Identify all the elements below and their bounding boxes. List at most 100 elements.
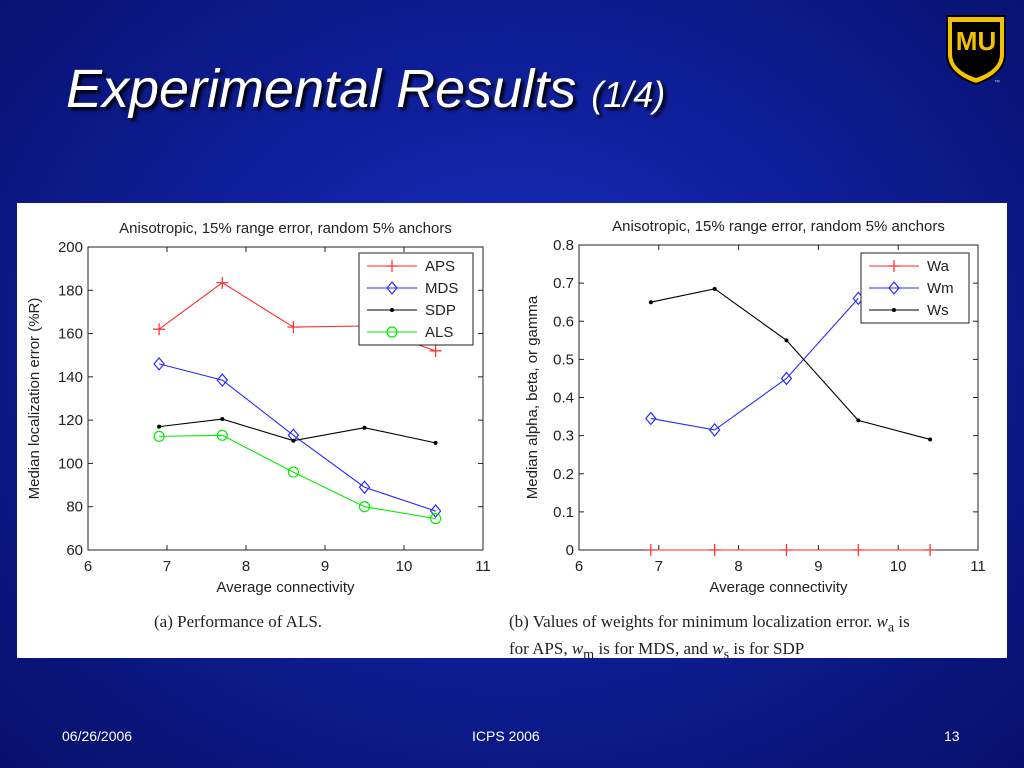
chart-a-series-sdp-line [159, 418, 436, 444]
caption-b-text: for APS, [509, 639, 572, 659]
chart-b-x-tick-label: 7 [655, 558, 663, 575]
chart-a-y-tick-label: 200 [58, 239, 83, 256]
chart-a-y-tick-label: 180 [58, 282, 83, 299]
chart-a-legend-label: SDP [425, 302, 456, 319]
chart-a-series-sdp-point [362, 425, 367, 430]
chart-a-axes-box [87, 246, 484, 551]
chart-b: Anisotropic, 15% range error, random 5% … [524, 218, 986, 596]
chart-a-series-als-point [358, 501, 371, 513]
chart-b-legend-label: Wa [927, 258, 950, 275]
caption-b-subscript: a [887, 619, 895, 636]
chart-b-series-wa-point [780, 544, 793, 556]
chart-a-legend-marker [386, 326, 398, 338]
chart-a-series-als-point [153, 430, 165, 442]
chart-b-x-tick-label: 8 [734, 558, 742, 575]
chart-b-y-tick-label: 0.3 [553, 428, 574, 445]
chart-b-x-axis-label: Average connectivity [709, 579, 848, 596]
slide-title-main: Experimental Results [66, 59, 577, 119]
chart-b-series-wa-point [852, 544, 865, 556]
chart-b-legend-label: Ws [927, 302, 949, 319]
chart-a-legend-marker [390, 308, 394, 312]
caption-a: (a) Performance of ALS. [154, 612, 323, 631]
footer-date: 06/26/2006 [62, 728, 133, 744]
chart-a-legend-label: APS [425, 258, 455, 275]
chart-b-y-tick-label: 0.6 [553, 313, 574, 330]
chart-b-series-ws-point [928, 437, 933, 442]
logo-text: MU [956, 26, 996, 56]
chart-a-series-als-point [216, 429, 228, 441]
chart-a-x-tick-label: 8 [242, 558, 250, 575]
chart-a-title: Anisotropic, 15% range error, random 5% … [119, 220, 452, 237]
chart-a-y-tick-label: 80 [66, 499, 83, 516]
chart-b-x-tick-label: 10 [890, 558, 907, 575]
chart-b-legend-label: Wm [927, 280, 954, 297]
chart-a-series-mds-line [158, 363, 436, 512]
footer-page-number: 13 [944, 728, 960, 744]
chart-a-x-axis-label: Average connectivity [216, 579, 355, 596]
chart-b-y-tick-label: 0.7 [553, 275, 574, 292]
chart-b-y-axis-label: Median alpha, beta, or gamma [524, 295, 541, 499]
caption-b-subscript: m [583, 646, 595, 663]
logo-trademark: ™ [994, 80, 1000, 86]
chart-b-legend-marker [892, 308, 896, 312]
chart-a-series-aps-point [216, 276, 229, 289]
chart-b-y-tick-label: 0.8 [553, 237, 574, 254]
caption-b: (b) Values of weights for minimum locali… [509, 611, 910, 666]
footer-center: ICPS 2006 [472, 728, 540, 744]
caption-b-text: is for MDS, and [594, 639, 713, 659]
chart-b-y-tick-label: 0.2 [553, 466, 574, 483]
chart-a-series-aps-point [287, 321, 300, 334]
chart-a: Anisotropic, 15% range error, random 5% … [26, 220, 491, 596]
chart-a-y-tick-label: 60 [66, 542, 83, 559]
chart-b-title: Anisotropic, 15% range error, random 5% … [612, 218, 945, 235]
chart-a-x-tick-label: 7 [163, 558, 171, 575]
chart-b-x-tick-label: 6 [575, 558, 583, 575]
chart-a-legend-marker [386, 281, 398, 295]
slide-title-sub: (1/4) [591, 74, 666, 115]
chart-a-legend [358, 252, 474, 346]
caption-b-line-1: (b) Values of weights for minimum locali… [509, 611, 910, 638]
chart-a-legend-marker [386, 260, 398, 272]
chart-a-series-als-line [159, 434, 436, 520]
chart-a-series-aps-point [153, 323, 166, 336]
chart-a-series-aps-point [429, 344, 442, 357]
chart-a-x-tick-label: 11 [475, 558, 491, 575]
chart-b-legend-marker [888, 260, 900, 272]
chart-a-series-sdp-point [157, 424, 162, 429]
figure-panel: Anisotropic, 15% range error, random 5% … [17, 203, 1007, 663]
chart-b-series-wa-point [924, 544, 937, 556]
chart-b-x-tick-label: 11 [970, 558, 986, 575]
chart-a-series-als-point [430, 513, 442, 525]
slide-title: Experimental Results (1/4) [66, 58, 665, 120]
chart-a-series-mds-point [429, 504, 442, 518]
chart-a-legend-label: MDS [425, 280, 458, 297]
chart-a-x-tick-label: 6 [84, 558, 92, 575]
chart-a-series-sdp-point [291, 438, 296, 443]
caption-b-symbol: w [571, 639, 584, 659]
chart-a-series-mds-point [216, 373, 229, 388]
caption-b-line-2: for APS, wm is for MDS, and ws is for SD… [509, 638, 910, 665]
chart-b-series-wa-point [708, 544, 721, 556]
chart-b-series-wm-point [645, 411, 657, 426]
chart-a-y-axis-label: Median localization error (%R) [26, 298, 43, 500]
chart-b-series-wm-point [780, 371, 793, 386]
chart-b-legend-marker [888, 281, 900, 295]
chart-b-y-tick-label: 0 [566, 542, 574, 559]
chart-b-series-ws-point [712, 286, 717, 291]
chart-a-series-mds-point [358, 480, 371, 495]
chart-b-series-ws-point [784, 338, 789, 343]
university-logo: MU [946, 15, 1006, 86]
chart-b-series-ws-point [856, 418, 861, 423]
chart-a-series-sdp-point [433, 440, 438, 445]
caption-b-symbol: w [712, 639, 724, 659]
chart-a-series-sdp-point [220, 417, 225, 422]
chart-b-y-tick-label: 0.4 [553, 390, 574, 407]
chart-b-series-wm-point [708, 422, 721, 437]
chart-a-x-tick-label: 10 [396, 558, 413, 575]
caption-b-symbol: w [876, 612, 888, 631]
caption-b-subscript: s [723, 646, 730, 663]
chart-a-x-tick-label: 9 [321, 558, 329, 575]
chart-b-series-wm-line [650, 298, 859, 431]
chart-a-series-mds-point [153, 356, 165, 371]
chart-a-y-tick-label: 140 [58, 369, 83, 386]
